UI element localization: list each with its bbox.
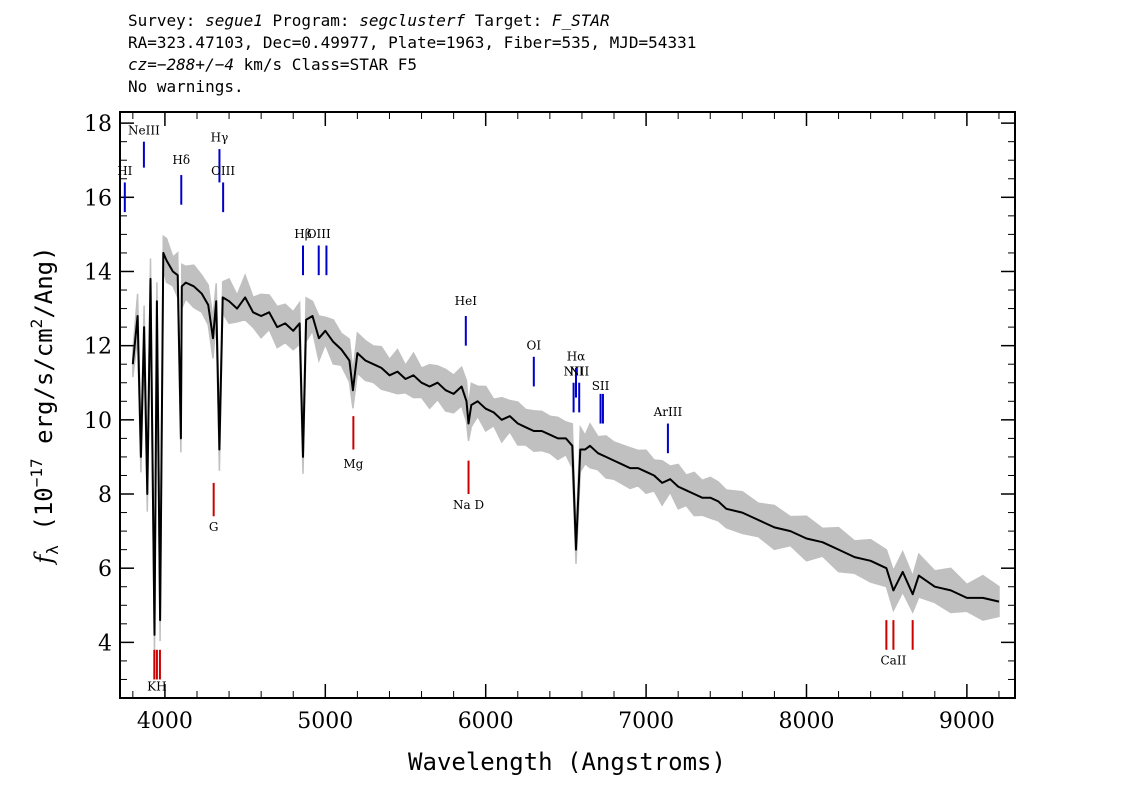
y-axis-title: fλ (10−17 erg/s/cm2/Ang) [27, 246, 62, 565]
line-label: NII [564, 364, 584, 378]
program-value: segclusterf [359, 11, 466, 30]
line-label: G [209, 520, 219, 534]
y-tick-label: 12 [84, 335, 112, 360]
redshift-value: cz=−288+/−4 [128, 55, 234, 74]
class-line: km/s Class=STAR F5 [233, 55, 417, 74]
x-tick-label: 7000 [618, 709, 674, 734]
line-label: OIII [211, 164, 235, 178]
line-label: Hγ [211, 131, 229, 145]
line-label: NeIII [128, 123, 160, 137]
spectrum-series [131, 251, 1000, 636]
line-label: CaII [881, 654, 907, 668]
line-label: OI [527, 338, 542, 352]
x-tick-label: 4000 [137, 709, 193, 734]
spectrum-line [131, 251, 1000, 636]
target-label: Target: [465, 11, 552, 30]
line-label: Hβ [294, 227, 311, 241]
y-tick-label: 14 [84, 260, 112, 285]
line-label: Hα [567, 349, 586, 363]
error-band [132, 234, 1000, 655]
survey-label: Survey: [128, 11, 206, 30]
line-label: ArIII [653, 405, 683, 419]
y-tick-label: 10 [84, 409, 112, 434]
line-label: Hδ [172, 153, 190, 167]
x-tick-label: 5000 [297, 709, 353, 734]
line-label: OIII [307, 227, 331, 241]
y-axis-ticks: 4 6 8 10 12 14 16 18 [84, 112, 1015, 680]
plot-frame [119, 111, 1016, 699]
x-axis-title: Wavelength (Angstroms) [408, 748, 726, 776]
line-label: NII [569, 364, 589, 378]
x-tick-label: 9000 [939, 709, 995, 734]
warnings-line: No warnings. [128, 77, 244, 96]
x-tick-label: 8000 [778, 709, 834, 734]
line-label: HI [117, 164, 132, 178]
y-tick-label: 16 [84, 186, 112, 211]
y-tick-label: 6 [98, 557, 112, 582]
y-tick-label: 8 [98, 483, 112, 508]
spectrum-header: Survey: segue1 Program: segclusterf Targ… [128, 10, 696, 98]
line-label: SII [592, 379, 610, 393]
program-label: Program: [262, 11, 360, 30]
line-label: KH [147, 680, 166, 694]
y-tick-label: 18 [84, 112, 112, 137]
line-label: Mg [343, 457, 363, 471]
spectral-line-markers: NeIIIHδHγOIIIHβOIIIHeIOINIIHαNIISIIArIII… [117, 123, 914, 694]
line-label: Na D [453, 498, 484, 512]
y-tick-label: 4 [98, 631, 112, 656]
target-value: F_STAR [551, 11, 610, 30]
survey-value: segue1 [205, 11, 263, 30]
x-axis-ticks: 4000 5000 6000 7000 8000 9000 [132, 112, 1000, 734]
line-label: HeI [455, 294, 478, 308]
x-tick-label: 6000 [458, 709, 514, 734]
coordinates-line: RA=323.47103, Dec=0.49977, Plate=1963, F… [128, 33, 697, 52]
error-band-area [132, 234, 1000, 655]
